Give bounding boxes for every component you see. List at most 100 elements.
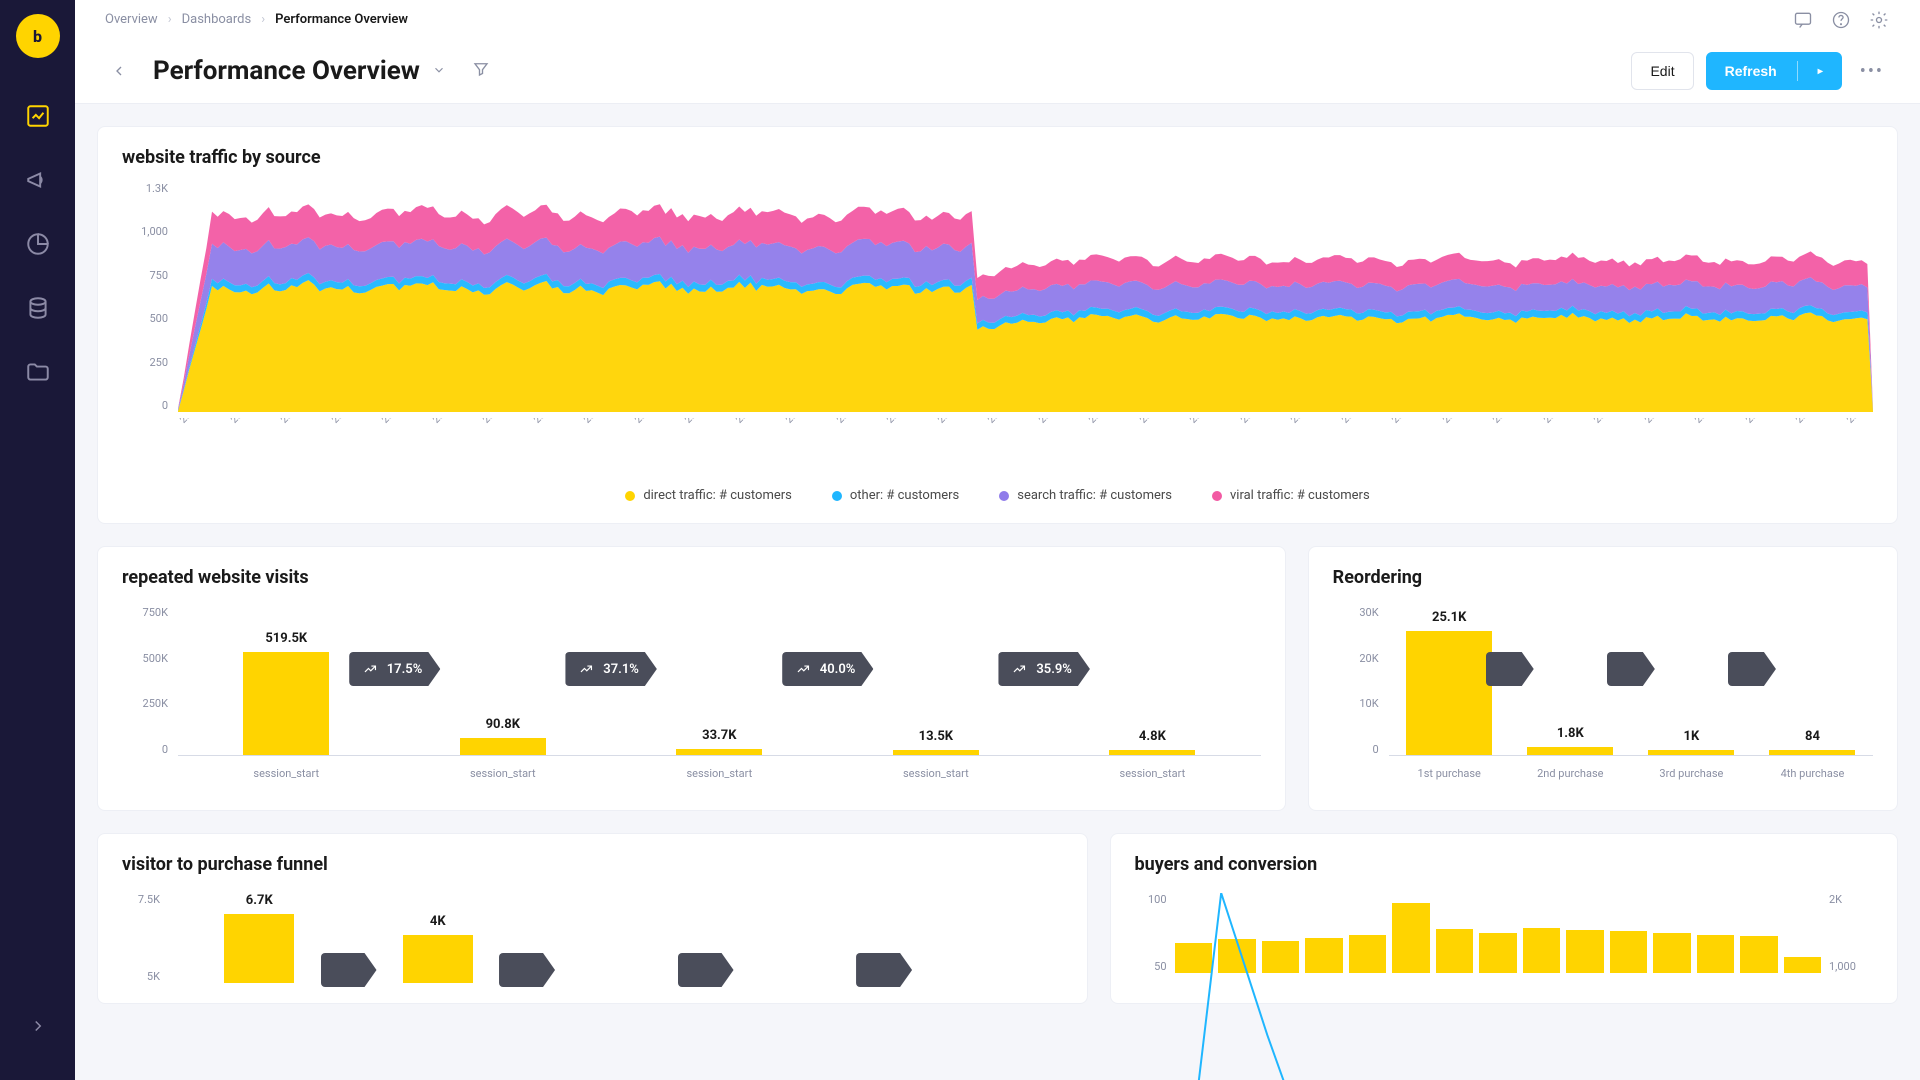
funnel-step: 25.1K1st purchase [1389,606,1510,756]
step-category: 1st purchase [1418,767,1481,780]
nav-data[interactable] [14,284,62,332]
repeated-visits-chart: 750K500K250K0 519.5Ksession_start17.5% 90… [122,606,1261,756]
crumb-dashboards[interactable]: Dashboards [182,12,252,27]
card-title: repeated website visits [122,567,1261,588]
card-title: website traffic by source [122,147,1873,168]
nav-campaigns[interactable] [14,156,62,204]
settings-icon[interactable] [1868,9,1890,31]
topbar: Overview › Dashboards › Performance Over… [75,0,1920,104]
nav-analytics[interactable] [14,220,62,268]
step-value: 4.8K [1139,729,1166,744]
funnel-step: 519.5Ksession_start17.5% [178,606,395,756]
crumb-sep: › [261,12,265,27]
edit-button[interactable]: Edit [1631,52,1693,90]
y-axis: 30K20K10K0 [1333,606,1385,756]
step-category: session_start [903,767,969,780]
traffic-chart: 1.3K1,0007505002500 [122,182,1873,412]
legend-label: direct traffic: # customers [643,488,792,503]
legend-swatch [832,491,842,501]
main-column: Overview › Dashboards › Performance Over… [75,0,1920,1080]
step-value: 90.8K [486,717,520,732]
card-reordering: Reordering 30K20K10K0 25.1K1st purchase … [1308,546,1898,811]
app-logo[interactable]: b [16,14,60,58]
nav-dashboards[interactable] [14,92,62,140]
logo-letter: b [33,27,42,46]
title-dropdown[interactable] [432,62,446,81]
y-axis: 7.5K5K [122,893,166,983]
chevron-right-icon [29,1017,47,1035]
baseline [1389,755,1873,756]
line-overlay [1175,893,1821,1080]
legend-swatch [625,491,635,501]
sidebar: b [0,0,75,1080]
conversion-chip: 35.9% [998,652,1090,686]
legend-item[interactable]: viral traffic: # customers [1212,488,1370,503]
help-icon[interactable] [1830,9,1852,31]
y-axis: 1.3K1,0007505002500 [122,182,174,412]
legend-label: other: # customers [850,488,959,503]
conversion-chip [1728,652,1776,686]
card-visitor-funnel: visitor to purchase funnel 7.5K5K 6.7K 4… [97,833,1088,1004]
megaphone-icon [25,167,51,193]
legend: direct traffic: # customers other: # cust… [122,488,1873,503]
step-value: 4K [430,914,446,929]
baseline [178,755,1261,756]
visitor-funnel-chart: 7.5K5K 6.7K 4K [122,893,1063,983]
step-value: 13.5K [919,729,953,744]
legend-label: search traffic: # customers [1017,488,1172,503]
conversion-chip [1607,652,1655,686]
refresh-button[interactable]: Refresh ▸ [1706,52,1842,90]
more-menu[interactable]: ••• [1854,61,1890,82]
card-repeated-visits: repeated website visits 750K500K250K0 51… [97,546,1286,811]
y-axis-left: 10050 [1135,893,1171,973]
y-axis: 750K500K250K0 [122,606,174,756]
crumb-overview[interactable]: Overview [105,12,158,27]
conversion-chip: 40.0% [782,652,874,686]
nav-files[interactable] [14,348,62,396]
card-traffic: website traffic by source 1.3K1,00075050… [97,126,1898,524]
step-category: session_start [470,767,536,780]
comments-icon[interactable] [1792,9,1814,31]
step-value: 84 [1805,729,1820,744]
step-value: 25.1K [1432,610,1466,625]
funnel-step: 6.7K [170,893,349,983]
reordering-chart: 30K20K10K0 25.1K1st purchase 1.8K2nd pur… [1333,606,1873,756]
conversion-chip [678,953,734,987]
legend-item[interactable]: other: # customers [832,488,959,503]
filter-button[interactable] [472,60,490,82]
conversion-chip [321,953,377,987]
conversion-chip [856,953,912,987]
step-bar [403,935,473,983]
chevron-down-icon [432,63,446,77]
card-title: Reordering [1333,567,1873,588]
legend-label: viral traffic: # customers [1230,488,1370,503]
step-value: 6.7K [246,893,273,908]
card-title: visitor to purchase funnel [122,854,1063,875]
crumb-current: Performance Overview [275,12,408,27]
step-category: 2nd purchase [1537,767,1603,780]
step-category: 3rd purchase [1659,767,1723,780]
content-scroll[interactable]: website traffic by source 1.3K1,00075050… [75,104,1920,1080]
page-title: Performance Overview [153,56,420,86]
step-category: session_start [1120,767,1186,780]
step-value: 1K [1684,729,1700,744]
step-category: session_start [253,767,319,780]
conversion-chip: 37.1% [565,652,657,686]
step-category: 4th purchase [1781,767,1845,780]
step-bar [1406,631,1492,757]
legend-item[interactable]: direct traffic: # customers [625,488,792,503]
step-value: 519.5K [265,631,307,646]
step-value: 1.8K [1557,726,1584,741]
refresh-label: Refresh [1725,63,1777,79]
back-button[interactable] [105,57,133,85]
legend-item[interactable]: search traffic: # customers [999,488,1172,503]
filter-icon [472,60,490,78]
card-buyers-conversion: buyers and conversion 10050 2K1,000 [1110,833,1898,1004]
chevron-left-icon [111,63,127,79]
step-value: 33.7K [702,728,736,743]
buyers-conversion-chart: 10050 2K1,000 [1135,893,1873,973]
sidebar-expand[interactable] [14,1002,62,1050]
legend-swatch [1212,491,1222,501]
folder-icon [25,359,51,385]
refresh-caret-icon: ▸ [1818,66,1823,77]
